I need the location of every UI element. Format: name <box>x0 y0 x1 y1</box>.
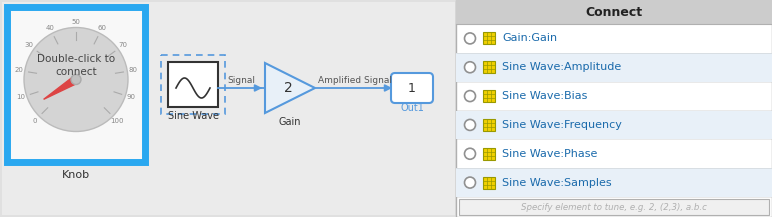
Circle shape <box>465 33 476 44</box>
FancyBboxPatch shape <box>483 119 495 131</box>
FancyBboxPatch shape <box>483 61 495 73</box>
Text: 20: 20 <box>14 67 23 73</box>
Circle shape <box>465 90 476 102</box>
Text: Sine Wave:Amplitude: Sine Wave:Amplitude <box>502 62 621 72</box>
Text: 2: 2 <box>283 81 293 95</box>
FancyBboxPatch shape <box>483 90 495 102</box>
FancyBboxPatch shape <box>168 62 218 107</box>
Text: Gain: Gain <box>279 117 301 127</box>
Polygon shape <box>43 76 78 99</box>
FancyBboxPatch shape <box>456 110 772 139</box>
FancyBboxPatch shape <box>483 177 495 189</box>
Text: 80: 80 <box>129 67 137 73</box>
Text: Signal: Signal <box>228 76 256 85</box>
FancyBboxPatch shape <box>456 0 772 24</box>
Text: 40: 40 <box>46 25 54 31</box>
Text: Sine Wave:Samples: Sine Wave:Samples <box>502 178 611 187</box>
Text: Connect: Connect <box>585 5 642 18</box>
Circle shape <box>24 28 128 132</box>
Text: 100: 100 <box>110 118 124 123</box>
Circle shape <box>465 119 476 130</box>
FancyBboxPatch shape <box>456 0 772 217</box>
Text: 70: 70 <box>118 42 127 48</box>
Text: 60: 60 <box>98 25 107 31</box>
FancyBboxPatch shape <box>391 73 433 103</box>
Text: Double-click to
connect: Double-click to connect <box>37 54 115 77</box>
Text: 1: 1 <box>408 82 416 94</box>
FancyBboxPatch shape <box>456 168 772 197</box>
Polygon shape <box>265 63 315 113</box>
Text: 10: 10 <box>16 94 25 100</box>
Text: Sine Wave:Frequency: Sine Wave:Frequency <box>502 120 622 130</box>
Text: Amplified Signal: Amplified Signal <box>318 76 392 85</box>
Text: 50: 50 <box>72 18 80 25</box>
FancyBboxPatch shape <box>459 199 769 215</box>
Text: Out1: Out1 <box>400 103 424 113</box>
Circle shape <box>465 177 476 188</box>
Text: Sine Wave:Phase: Sine Wave:Phase <box>502 149 598 159</box>
Circle shape <box>465 62 476 73</box>
Text: 0: 0 <box>32 118 37 123</box>
Text: Knob: Knob <box>62 170 90 180</box>
Circle shape <box>465 148 476 159</box>
Text: Specify element to tune, e.g. 2, (2,3), a.b.c: Specify element to tune, e.g. 2, (2,3), … <box>521 202 707 212</box>
FancyBboxPatch shape <box>483 148 495 160</box>
FancyBboxPatch shape <box>483 32 495 44</box>
Text: Sine Wave: Sine Wave <box>168 111 218 121</box>
Text: 90: 90 <box>127 94 136 100</box>
Circle shape <box>71 74 81 84</box>
Text: Gain:Gain: Gain:Gain <box>502 33 557 43</box>
FancyBboxPatch shape <box>2 2 455 215</box>
FancyBboxPatch shape <box>7 7 145 162</box>
Text: Sine Wave:Bias: Sine Wave:Bias <box>502 91 587 101</box>
Text: 30: 30 <box>25 42 33 48</box>
FancyBboxPatch shape <box>456 53 772 82</box>
